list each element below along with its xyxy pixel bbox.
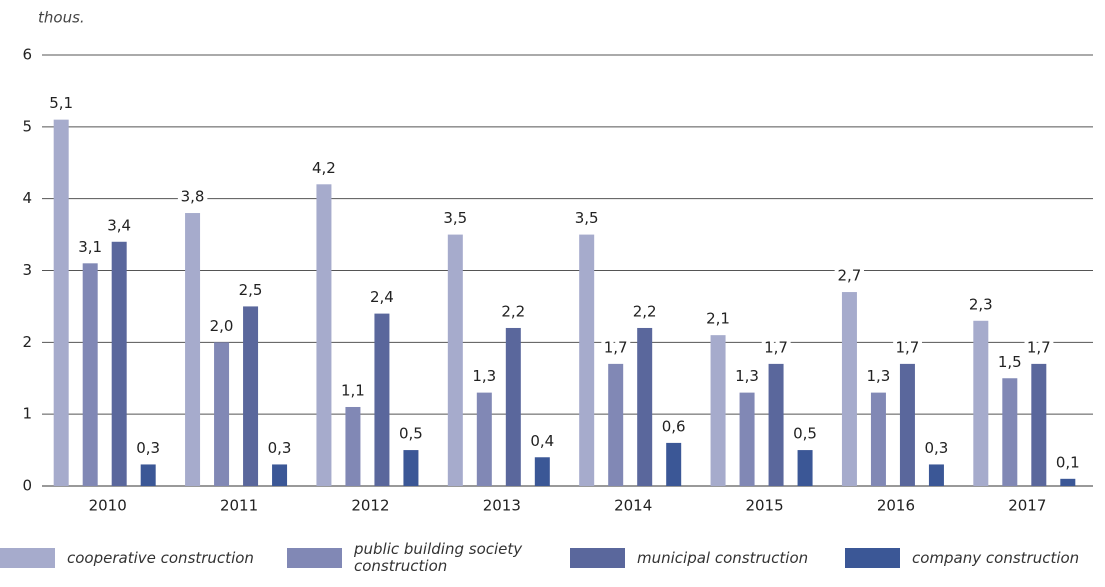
value-label: 3,1	[78, 238, 102, 256]
value-label: 0,4	[530, 432, 554, 450]
legend-label: company construction	[912, 548, 1080, 567]
y-tick-label: 2	[22, 333, 32, 351]
value-label: 5,1	[49, 94, 73, 112]
bar	[185, 213, 201, 487]
x-tick-label: 2010	[89, 497, 127, 515]
value-label: 0,5	[793, 425, 817, 443]
value-label: 0,3	[268, 439, 292, 457]
value-label: 1,3	[735, 367, 759, 385]
value-label: 2,4	[370, 288, 394, 306]
x-tick-label: 2017	[1008, 497, 1046, 515]
y-tick-label: 6	[22, 46, 32, 64]
value-label: 1,7	[896, 338, 920, 356]
bar	[579, 234, 595, 486]
bar	[403, 450, 419, 486]
bar	[739, 392, 755, 486]
x-tick-label: 2014	[614, 497, 652, 515]
bar	[243, 306, 259, 486]
bar	[272, 464, 288, 486]
bar	[534, 457, 550, 486]
bar	[447, 234, 463, 486]
legend-swatch	[287, 548, 342, 568]
bar	[637, 327, 653, 486]
value-label: 3,5	[575, 209, 599, 227]
value-label: 3,5	[443, 209, 467, 227]
legend-label: cooperative construction	[67, 548, 254, 567]
value-label: 2,3	[969, 295, 993, 313]
bar	[870, 392, 886, 486]
legend-item: company construction	[845, 538, 1105, 578]
value-label: 3,8	[181, 188, 205, 206]
bar	[316, 184, 332, 487]
x-tick-label: 2013	[483, 497, 521, 515]
value-label: 2,7	[838, 267, 862, 285]
bar	[899, 363, 915, 486]
value-label: 2,2	[501, 302, 525, 320]
bar	[608, 363, 624, 486]
value-label: 0,1	[1056, 453, 1080, 471]
bar	[374, 313, 390, 486]
bar	[82, 263, 98, 486]
bar	[476, 392, 492, 486]
bar	[710, 335, 726, 486]
legend-swatch	[0, 548, 55, 568]
legend-item: public building society construction	[287, 538, 527, 578]
bar	[345, 406, 361, 486]
bar	[505, 327, 521, 486]
value-label: 1,5	[998, 353, 1022, 371]
value-label: 1,3	[472, 367, 496, 385]
value-label: 2,0	[210, 317, 234, 335]
value-label: 0,3	[136, 439, 160, 457]
value-label: 2,5	[239, 281, 263, 299]
value-label: 1,7	[764, 338, 788, 356]
value-label: 4,2	[312, 159, 336, 177]
value-label: 2,1	[706, 310, 730, 328]
bar	[928, 464, 944, 486]
legend-item: cooperative construction	[0, 538, 280, 578]
y-axis-label: thous.	[38, 9, 85, 27]
bar	[140, 464, 156, 486]
value-label: 1,3	[867, 367, 891, 385]
legend-item: municipal construction	[570, 538, 835, 578]
bar	[797, 450, 813, 486]
x-tick-label: 2015	[745, 497, 783, 515]
value-label: 1,7	[1027, 338, 1051, 356]
bar	[1002, 378, 1018, 486]
y-tick-label: 5	[22, 117, 32, 135]
bar	[1060, 478, 1076, 486]
y-tick-label: 1	[22, 405, 32, 423]
bar	[666, 442, 682, 486]
bar	[841, 292, 857, 486]
y-tick-label: 3	[22, 261, 32, 279]
value-label: 0,6	[662, 417, 686, 435]
bar	[1031, 363, 1047, 486]
value-label: 1,7	[604, 338, 628, 356]
bar	[53, 119, 69, 487]
x-tick-label: 2012	[351, 497, 389, 515]
chart: thous. 0 1 2 3 4 5 6 2010 2011 2012 2013 2014 2015 20…	[22, 9, 1093, 515]
value-label: 3,4	[107, 216, 131, 234]
bar	[973, 320, 989, 486]
x-tick-label: 2016	[877, 497, 915, 515]
legend-swatch	[570, 548, 625, 568]
bar	[111, 241, 127, 486]
y-tick-label: 4	[22, 189, 32, 207]
value-label: 0,3	[925, 439, 949, 457]
legend-label: municipal construction	[637, 548, 809, 567]
legend-label: public building society construction	[354, 540, 523, 575]
y-tick-label: 0	[22, 477, 32, 495]
value-label: 0,5	[399, 425, 423, 443]
value-label: 1,1	[341, 381, 365, 399]
bar	[768, 363, 784, 486]
bar	[214, 342, 230, 486]
x-tick-label: 2011	[220, 497, 258, 515]
legend-swatch	[845, 548, 900, 568]
value-label: 2,2	[633, 302, 657, 320]
